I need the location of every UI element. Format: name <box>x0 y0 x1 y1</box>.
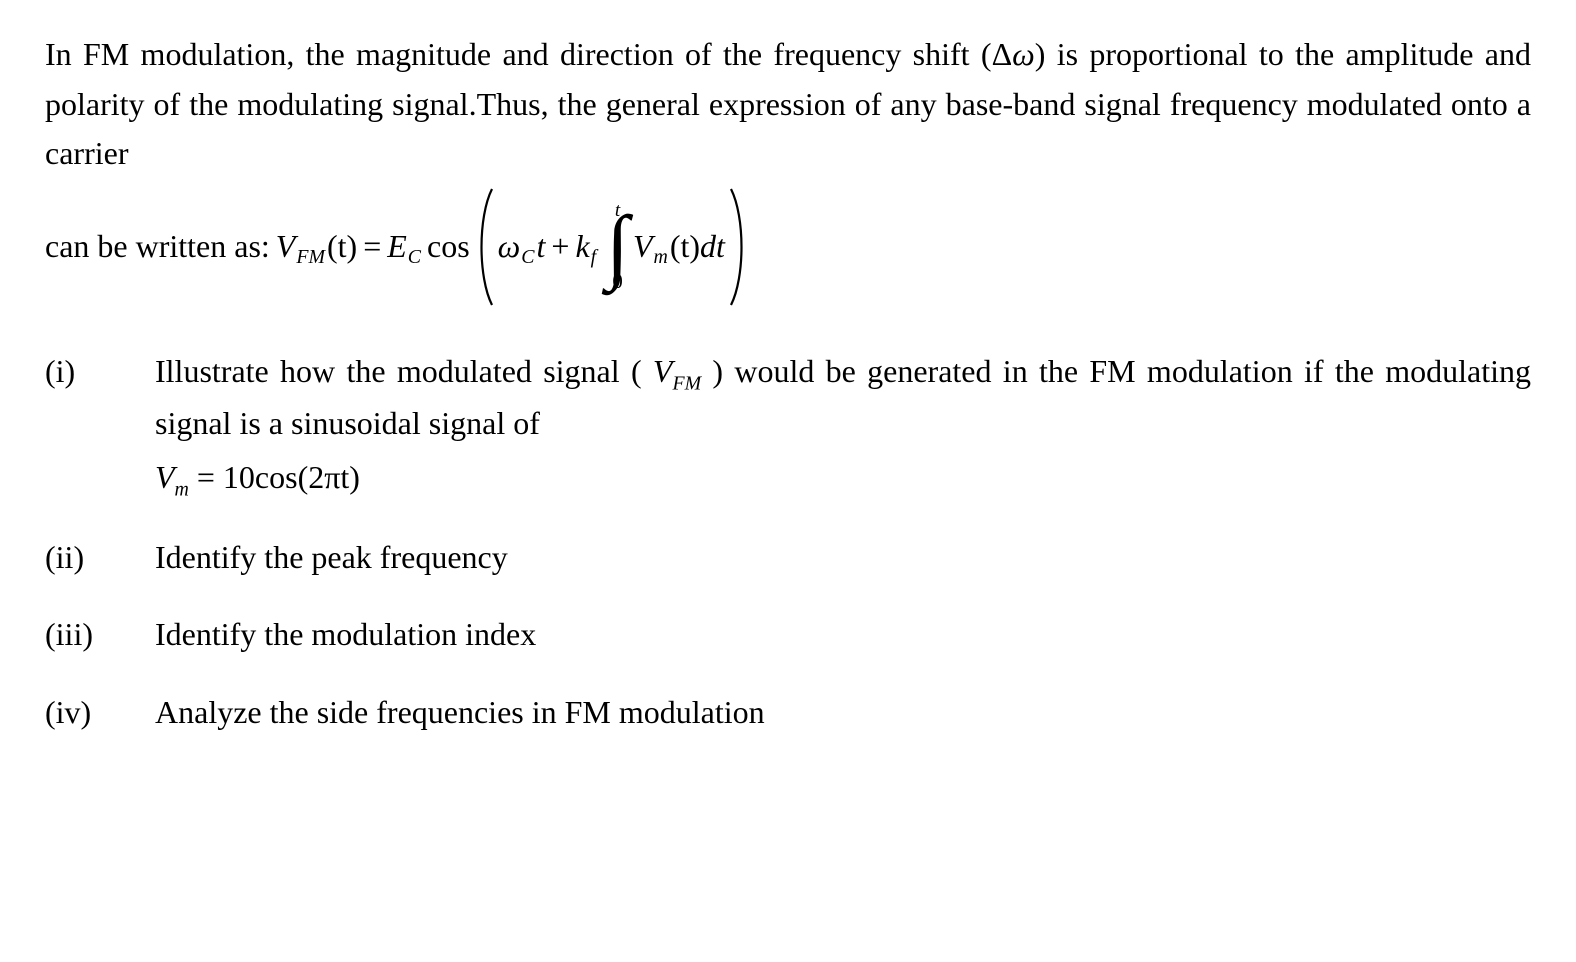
question-number: (i) <box>45 347 155 397</box>
integral-sign: ∫ <box>606 214 629 276</box>
fm-equation: VFM (t) = EC cos ωCt + kf t ∫ 0 Vm (t)dt <box>276 187 751 307</box>
question-body: Identify the peak frequency <box>155 533 1531 583</box>
eq-V: V <box>276 222 296 272</box>
q2-text: Identify the peak frequency <box>155 539 508 575</box>
eq-cos: cos <box>427 222 470 272</box>
question-number: (ii) <box>45 533 155 583</box>
intro-paragraph: In FM modulation, the magnitude and dire… <box>45 30 1531 179</box>
question-i: (i) Illustrate how the modulated signal … <box>45 347 1531 505</box>
right-paren <box>725 187 751 307</box>
q4-text: Analyze the side frequencies in FM modul… <box>155 694 765 730</box>
eq-plus: + <box>551 222 569 272</box>
question-list: (i) Illustrate how the modulated signal … <box>45 347 1531 738</box>
q1-eq: = <box>189 459 223 495</box>
eq-Vm-sub: m <box>654 242 668 273</box>
eq-equals: = <box>363 222 381 272</box>
question-body: Identify the modulation index <box>155 610 1531 660</box>
question-body: Illustrate how the modulated signal ( VF… <box>155 347 1531 505</box>
page: In FM modulation, the magnitude and dire… <box>0 0 1576 962</box>
question-iii: (iii) Identify the modulation index <box>45 610 1531 660</box>
eq-k: k <box>575 222 589 272</box>
q1-VFM-V: V <box>653 353 673 389</box>
left-paren <box>472 187 498 307</box>
question-ii: (ii) Identify the peak frequency <box>45 533 1531 583</box>
question-number: (iii) <box>45 610 155 660</box>
q3-text: Identify the modulation index <box>155 616 536 652</box>
q1-trailing-math: Vm = 10cos(2πt) <box>155 453 1531 505</box>
question-number: (iv) <box>45 688 155 738</box>
eq-E-sub: C <box>408 242 421 273</box>
eq-V-sub: FM <box>296 242 325 273</box>
question-body: Analyze the side frequencies in FM modul… <box>155 688 1531 738</box>
q1-arg: (2πt) <box>298 459 360 495</box>
question-iv: (iv) Analyze the side frequencies in FM … <box>45 688 1531 738</box>
eq-omega-sub: C <box>521 242 534 273</box>
delta-omega: (Δω) <box>981 36 1045 72</box>
q1-Vm-V: V <box>155 459 175 495</box>
intro-pre: In FM modulation, the magnitude and dire… <box>45 36 981 72</box>
eq-E: E <box>387 222 407 272</box>
eq-t1: t <box>537 222 546 272</box>
equation-lead: can be written as: <box>45 222 270 272</box>
eq-Vm-of-t: (t) <box>670 222 700 272</box>
eq-dt: dt <box>700 222 725 272</box>
q1-Vm-sub: m <box>175 478 189 500</box>
eq-Vm: V <box>633 222 653 272</box>
q1-part1: Illustrate how the modulated signal ( <box>155 353 653 389</box>
q1-10: 10 <box>223 459 255 495</box>
q1-cos: cos <box>255 459 298 495</box>
q1-VFM-sub: FM <box>672 372 701 394</box>
equation-line: can be written as: VFM (t) = EC cos ωCt … <box>45 187 1531 307</box>
integral-lower: 0 <box>612 272 622 293</box>
integral: t ∫ 0 <box>606 201 629 293</box>
q1-VFM: VFM <box>653 353 701 389</box>
eq-k-sub: f <box>591 242 597 273</box>
eq-omega: ω <box>498 222 521 272</box>
eq-of-t: (t) <box>327 222 357 272</box>
